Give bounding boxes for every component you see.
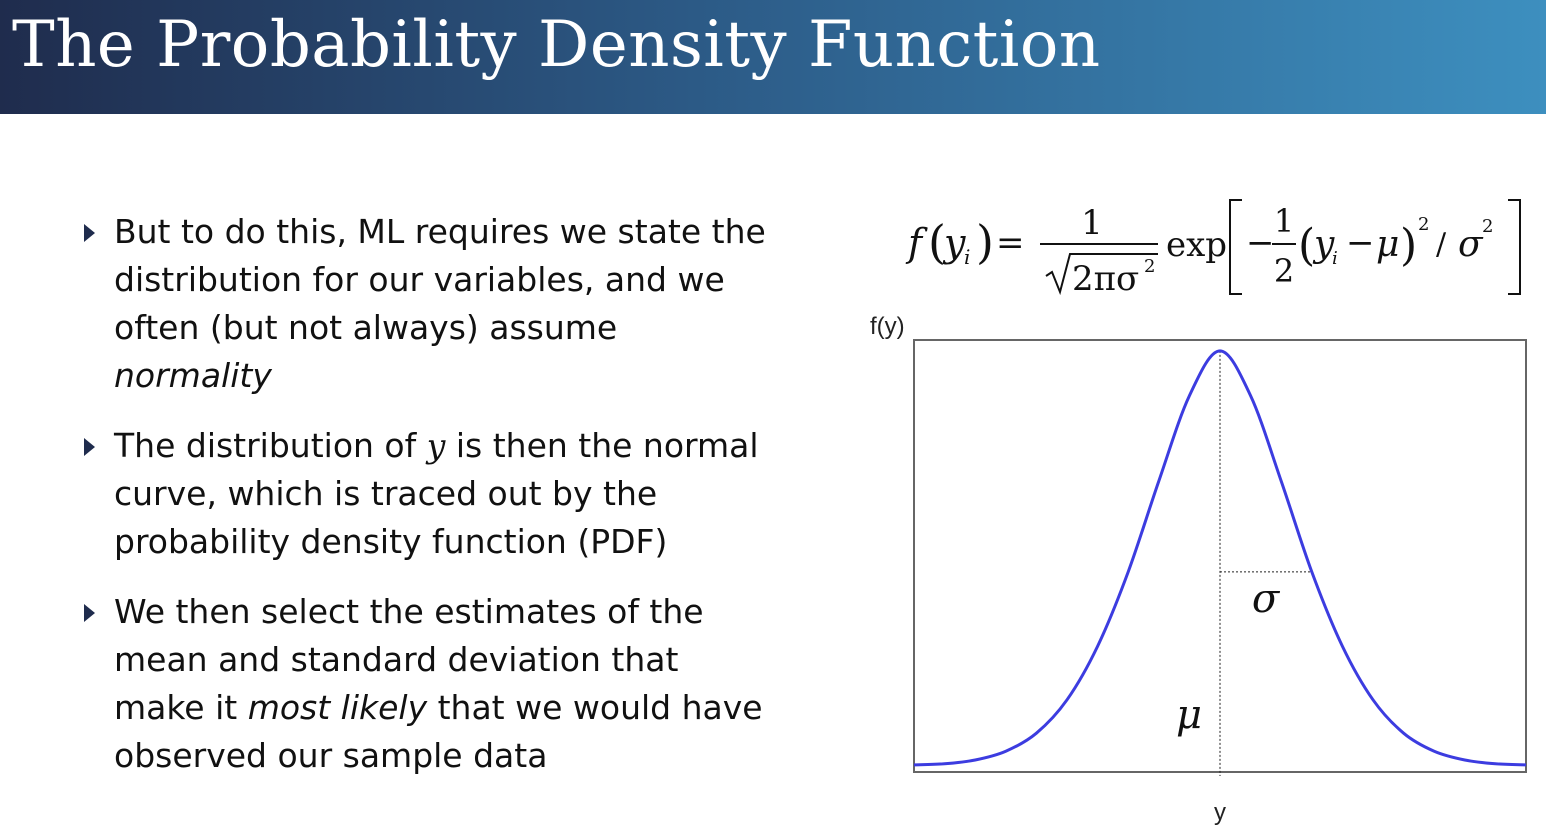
y-axis-label: f(y) xyxy=(870,313,905,340)
bullet-text: is then the normal curve, which is trace… xyxy=(114,426,759,561)
formula-numerator: 1 xyxy=(1081,203,1103,243)
formula-exp: exp xyxy=(1166,225,1227,265)
formula-inner-y: y xyxy=(1312,224,1335,265)
formula-inner-minus: − xyxy=(1346,223,1375,263)
formula-inner-paren-open: ( xyxy=(1298,220,1315,271)
formula-minus: − xyxy=(1246,223,1275,263)
mu-label: μ xyxy=(1176,692,1202,738)
bullet-item: The distribution of y is then the normal… xyxy=(82,422,772,566)
formula-paren-close: ) xyxy=(976,215,994,269)
formula-sigma: σ xyxy=(1458,224,1484,265)
formula-square: 2 xyxy=(1418,214,1429,235)
formula-f: f xyxy=(905,221,928,265)
bullet-text: But to do this, ML requires we state the… xyxy=(114,212,766,347)
x-axis-label: y xyxy=(1214,799,1226,826)
formula-subscript: i xyxy=(964,245,970,269)
bullet-arrow-icon xyxy=(84,438,95,456)
formula-y: y xyxy=(942,221,966,265)
bullet-list: But to do this, ML requires we state the… xyxy=(82,208,772,802)
bullet-emphasis: normality xyxy=(114,356,272,395)
slide-title: The Probability Density Function xyxy=(12,8,1101,82)
bullet-arrow-icon xyxy=(84,224,95,242)
bullet-item: We then select the estimates of the mean… xyxy=(82,588,772,780)
formula-sigma-exp: 2 xyxy=(1482,216,1493,237)
bullet-emphasis: most likely xyxy=(247,688,428,727)
density-curve xyxy=(913,349,1527,767)
bullet-text: that we would have observed our sample d… xyxy=(114,688,763,775)
formula-slash: / xyxy=(1436,227,1447,262)
title-bar: The Probability Density Function xyxy=(0,0,1546,114)
sigma-label: σ xyxy=(1252,576,1281,622)
formula-bracket-close xyxy=(1508,199,1521,295)
formula-bracket-open xyxy=(1229,199,1242,295)
formula-denominator-exp: 2 xyxy=(1144,256,1155,277)
bullet-arrow-icon xyxy=(84,604,95,622)
bullet-text: The distribution of xyxy=(114,426,427,465)
formula-mu: μ xyxy=(1376,224,1399,265)
formula-inner-subscript: i xyxy=(1332,248,1338,269)
pdf-formula: f ( y i ) = 1 2πσ 2 exp − 1 2 ( y i − μ … xyxy=(905,199,1521,299)
normal-pdf-chart: f(y) μ σ y xyxy=(870,313,1527,826)
formula-inner-paren-close: ) xyxy=(1400,220,1417,271)
bullet-item: But to do this, ML requires we state the… xyxy=(82,208,772,400)
formula-denominator: 2πσ xyxy=(1072,259,1139,299)
formula-paren-open: ( xyxy=(928,215,946,269)
formula-equals: = xyxy=(996,223,1025,263)
formula-half-numerator: 1 xyxy=(1274,202,1294,240)
bullet-text: We then select the estimates of the mean… xyxy=(114,592,704,727)
formula-half-denominator: 2 xyxy=(1274,252,1294,290)
formula-sqrt-icon xyxy=(1045,253,1158,296)
math-variable: y xyxy=(426,426,446,465)
